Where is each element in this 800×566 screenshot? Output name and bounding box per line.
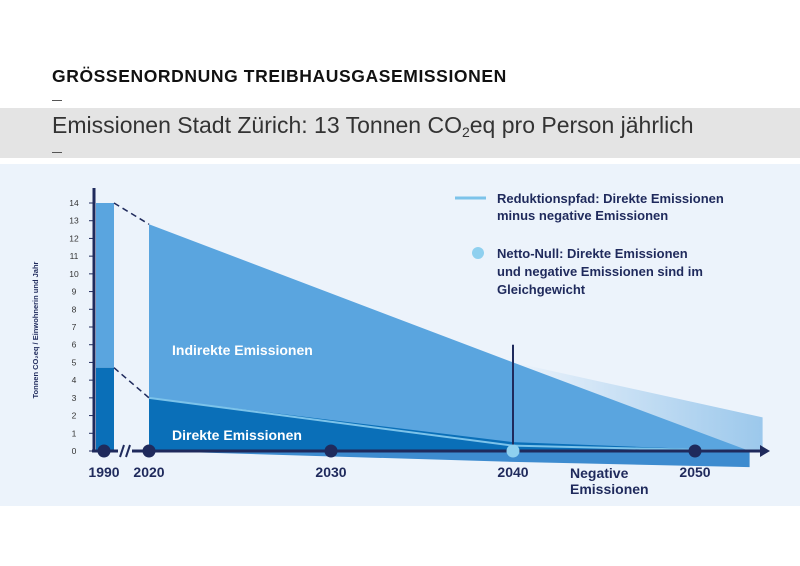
- y-tick-label: 11: [70, 251, 79, 261]
- x-tick-label: 2030: [315, 464, 346, 480]
- x-axis-arrow: [760, 445, 770, 457]
- x-tick-label: 2020: [133, 464, 164, 480]
- negative-emissions-label: Negative Emissionen: [570, 465, 649, 497]
- y-tick-label: 4: [72, 375, 77, 385]
- subtitle-dash: [52, 152, 62, 153]
- year-marker: [324, 444, 338, 458]
- heading-dash: [52, 100, 62, 101]
- y-tick-label: 3: [72, 393, 77, 403]
- legend-netzero-swatch: [472, 247, 484, 259]
- y-tick-label: 7: [72, 322, 77, 332]
- x-axis-break-1: [119, 444, 125, 458]
- page-subtitle: Emissionen Stadt Zürich: 13 Tonnen CO2eq…: [52, 112, 694, 140]
- legend-netzero-line1: Netto-Null: Direkte Emissionen: [497, 246, 688, 261]
- y-tick-label: 14: [69, 198, 79, 208]
- legend-path-line2: minus negative Emissionen: [497, 208, 668, 223]
- y-tick-label: 10: [69, 269, 79, 279]
- bar-1990-indirect: [96, 203, 114, 368]
- negative-emissions-area: [149, 451, 750, 468]
- connector-indirect: [113, 202, 150, 225]
- x-tick-label: 2050: [679, 464, 710, 480]
- legend-path-line1: Reduktionspfad: Direkte Emissionen: [497, 191, 724, 206]
- indirect-emissions-label: Indirekte Emissionen: [172, 342, 313, 358]
- y-tick-label: 13: [69, 216, 79, 226]
- year-marker: [97, 444, 111, 458]
- bar-1990-direct: [96, 367, 114, 451]
- y-tick-label: 8: [72, 304, 77, 314]
- x-axis-break-2: [125, 444, 131, 458]
- year-marker: [142, 444, 156, 458]
- y-tick-label: 0: [72, 446, 77, 456]
- y-tick-label: 12: [69, 233, 79, 243]
- y-tick-label: 1: [72, 428, 77, 438]
- legend-netzero-line2: und negative Emissionen sind im: [497, 264, 703, 279]
- y-axis-label: Tonnen CO₂eq / Einwohnerin und Jahr: [31, 261, 40, 398]
- net-zero-marker: [506, 444, 520, 458]
- y-tick-label: 2: [72, 411, 77, 421]
- legend-netzero-line3: Gleichgewicht: [497, 282, 586, 297]
- year-marker: [688, 444, 702, 458]
- x-tick-label: 1990: [88, 464, 119, 480]
- indirect-emissions-fade: [513, 362, 763, 451]
- x-tick-label: 2040: [497, 464, 528, 480]
- subtitle-band: [0, 108, 800, 158]
- indirect-emissions-area: [149, 224, 750, 451]
- y-tick-label: 6: [72, 340, 77, 350]
- y-tick-label: 9: [72, 287, 77, 297]
- direct-emissions-area: [149, 397, 750, 451]
- direct-emissions-label: Direkte Emissionen: [172, 427, 302, 443]
- y-tick-label: 5: [72, 357, 77, 367]
- connector-direct: [113, 367, 150, 399]
- section-heading: GRÖSSENORDNUNG TREIBHAUSGASEMISSIONEN: [52, 66, 507, 86]
